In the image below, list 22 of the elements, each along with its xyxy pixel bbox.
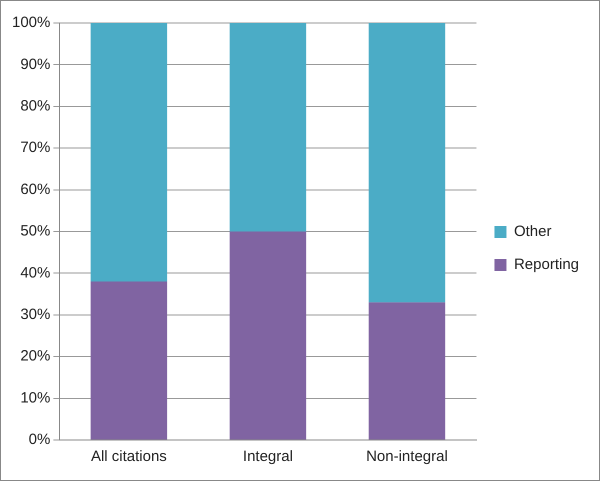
bar	[368, 23, 446, 302]
y-tick-label: 90%	[20, 56, 50, 73]
legend-label: Reporting	[514, 256, 580, 274]
y-tick-label: 100%	[12, 14, 50, 32]
bar	[90, 282, 168, 440]
y-tick-label: 50%	[20, 222, 50, 240]
y-tick-label: 80%	[20, 98, 50, 115]
y-tick-label: 60%	[20, 180, 50, 198]
y-tick-label: 70%	[20, 139, 50, 156]
x-tick-label: All citations	[90, 448, 167, 466]
bar	[90, 23, 168, 282]
y-tick-label: 0%	[28, 431, 50, 448]
bar	[230, 232, 306, 440]
x-tick-label: Integral	[242, 448, 293, 466]
x-tick-label: Non-integral	[366, 448, 448, 466]
bar	[230, 23, 306, 232]
y-tick-label: 30%	[20, 306, 50, 324]
y-tick-label: 20%	[20, 348, 50, 365]
bar	[368, 302, 446, 440]
y-tick-label: 40%	[20, 264, 50, 282]
y-tick-label: 10%	[20, 389, 50, 406]
legend-label: Other	[514, 223, 552, 240]
